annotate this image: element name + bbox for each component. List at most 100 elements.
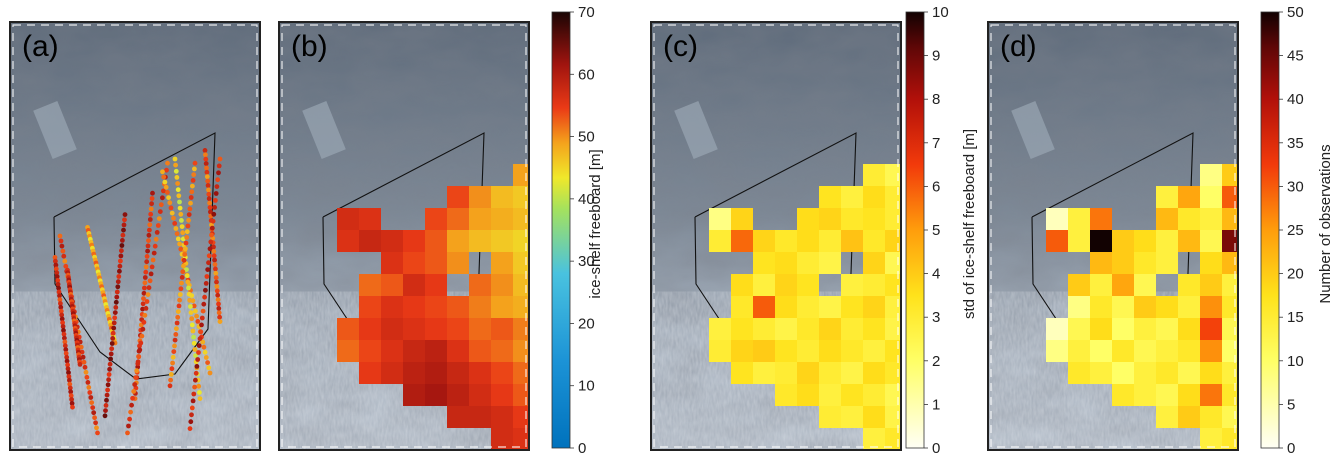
track-9-point — [197, 390, 202, 395]
panel-b-cell — [469, 406, 491, 428]
colorbar-c-tick: 10 — [932, 4, 949, 21]
panel-b-cell — [447, 208, 469, 230]
track-11-point — [204, 174, 210, 180]
track-11-point — [204, 169, 210, 175]
track-9-point — [184, 273, 190, 279]
panel-c-cell — [863, 428, 885, 450]
panel-c-cell — [731, 208, 753, 230]
track-7-point — [154, 230, 160, 235]
panel-b-cell — [381, 340, 403, 362]
track-8-point — [166, 195, 172, 201]
track-6-point — [146, 238, 151, 244]
panel-b-cell — [425, 230, 447, 252]
panel-c-cell — [863, 318, 885, 340]
colorbar-c-tick: 3 — [932, 309, 940, 326]
panel-d-frame — [987, 21, 1239, 451]
track-10-point — [167, 383, 173, 389]
panel-d-cell — [1156, 340, 1178, 362]
track-8-point — [195, 319, 201, 324]
panel-d-cell — [1156, 252, 1178, 274]
track-1-point — [57, 297, 63, 303]
track-6-point — [141, 290, 147, 296]
track-5-point — [108, 351, 114, 357]
panel-d-cell — [1178, 318, 1200, 340]
track-5-point — [111, 325, 117, 331]
panel-c-cell — [797, 340, 819, 362]
track-2-point — [85, 380, 91, 385]
panel-b-cell — [337, 208, 359, 230]
track-12-point — [193, 370, 199, 376]
panel-b-cell — [469, 362, 491, 384]
track-6-point — [150, 190, 155, 196]
panel-c-cell — [775, 340, 797, 362]
panel-b-cell — [513, 384, 529, 406]
track-12-point — [215, 177, 221, 183]
panel-b-cell — [337, 230, 359, 252]
panel-b-cell — [469, 186, 491, 208]
track-10-point — [168, 372, 174, 377]
panel-c-cell — [841, 362, 863, 384]
panel-c-cell — [709, 230, 731, 252]
track-6-point — [144, 259, 150, 265]
panel-b-cell — [381, 362, 403, 384]
track-12-point — [204, 274, 210, 279]
track-10-point — [181, 257, 187, 263]
track-12-point — [210, 218, 216, 224]
track-1-point — [53, 262, 59, 268]
track-5-point — [116, 274, 122, 279]
colorbar-c-title: std of ice-shelf freeboard [m] — [961, 129, 978, 319]
panel-c-cell — [797, 230, 819, 252]
track-9-point — [175, 181, 181, 186]
track-5-point — [115, 284, 121, 290]
track-7-point — [136, 354, 142, 360]
colorbar-d-tick: 25 — [1287, 222, 1304, 239]
track-10-point — [172, 337, 178, 343]
panel-c-cell — [731, 362, 753, 384]
panel-d-cell — [1068, 208, 1090, 230]
track-5-point — [112, 310, 118, 315]
track-11-point — [207, 205, 213, 210]
track-9-point — [187, 297, 193, 303]
track-1-point — [67, 381, 73, 387]
track-11-point — [203, 152, 208, 158]
panel-c-cell — [819, 208, 841, 230]
track-7-point — [131, 389, 137, 394]
colorbar-c-tick: 2 — [932, 353, 940, 370]
track-12-point — [202, 294, 208, 300]
panel-d-cell — [1200, 384, 1222, 406]
panel-c-cell — [709, 208, 731, 230]
track-8-point — [193, 308, 198, 314]
track-2-point — [83, 369, 89, 375]
track-10-point — [191, 172, 197, 178]
track-5-point — [104, 392, 110, 398]
track-2-point — [62, 258, 68, 264]
track-8-point — [200, 339, 206, 345]
panel-d-cell — [1112, 274, 1134, 296]
track-8-point — [174, 231, 180, 237]
panel-d-cell — [1156, 230, 1178, 252]
panel-b-cell — [513, 406, 529, 428]
track-10-point — [175, 314, 181, 320]
track-10-point — [180, 269, 186, 275]
track-8-point — [172, 221, 178, 226]
panel-b-cell — [425, 362, 447, 384]
track-12-point — [194, 364, 200, 369]
track-8-point — [167, 200, 173, 206]
track-11-point — [203, 161, 209, 167]
track-5-point — [112, 315, 118, 321]
track-1-point — [62, 343, 68, 349]
track-12-point — [203, 287, 208, 293]
track-10-point — [174, 326, 179, 332]
track-9-point — [177, 205, 183, 211]
track-10-point — [176, 303, 182, 309]
track-9-point — [173, 162, 179, 168]
panel-c-cell — [819, 252, 841, 274]
track-6-point — [146, 232, 152, 238]
track-1-point — [68, 389, 74, 395]
track-9-point — [193, 353, 198, 358]
colorbar-c-tick: 4 — [932, 266, 940, 283]
track-5-point — [117, 263, 123, 269]
track-10-point — [183, 240, 189, 246]
panel-c-cell — [819, 362, 841, 384]
track-7-point — [138, 340, 144, 346]
